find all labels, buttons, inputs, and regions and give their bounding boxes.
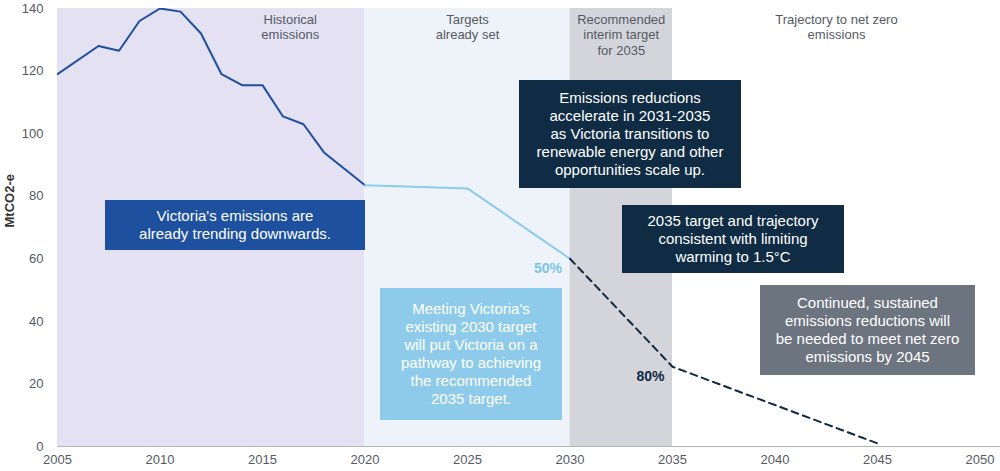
svg-text:2010: 2010	[146, 452, 175, 467]
html-text:Victoria's emissions are alrea: Victoria's emissions are already trendin…	[139, 207, 331, 242]
svg-text:2005: 2005	[43, 452, 72, 467]
svg-text:2015: 2015	[248, 452, 277, 467]
svg-text:2050: 2050	[966, 452, 995, 467]
svg-text:40: 40	[29, 314, 43, 329]
svg-text:80: 80	[29, 188, 43, 203]
svg-text:100: 100	[22, 126, 44, 141]
svg-text:0: 0	[36, 438, 44, 454]
html-text:Meeting Victoria's existing 20: Meeting Victoria's existing 2030 target …	[401, 300, 541, 407]
svg-text:2040: 2040	[761, 452, 790, 467]
svg-text:50%: 50%	[534, 260, 563, 276]
html-text:Continued, sustained emissions: Continued, sustained emissions reduction…	[775, 294, 960, 365]
svg-text:MtCO2-e: MtCO2-e	[2, 174, 17, 227]
svg-text:60: 60	[29, 251, 43, 266]
svg-text:Targetsalready set: Targetsalready set	[436, 12, 500, 43]
svg-text:2035: 2035	[658, 452, 687, 467]
svg-text:Recommendedinterim targetfor 2: Recommendedinterim targetfor 2035	[577, 12, 665, 58]
svg-text:2020: 2020	[351, 452, 380, 467]
html-text:Emissions reductions accelerat: Emissions reductions accelerate in 2031-…	[536, 89, 724, 178]
svg-text:80%: 80%	[636, 368, 665, 384]
svg-text:Trajectory to net zeroemission: Trajectory to net zeroemissions	[775, 12, 897, 43]
svg-text:140: 140	[22, 1, 44, 16]
svg-text:2025: 2025	[453, 452, 482, 467]
svg-text:120: 120	[22, 63, 44, 78]
svg-text:20: 20	[29, 376, 43, 391]
svg-text:2045: 2045	[863, 452, 892, 467]
svg-text:Historicalemissions: Historicalemissions	[261, 12, 319, 43]
html-text:2035 target and trajectory con: 2035 target and trajectory consistent wi…	[647, 212, 819, 265]
svg-text:2030: 2030	[556, 452, 585, 467]
